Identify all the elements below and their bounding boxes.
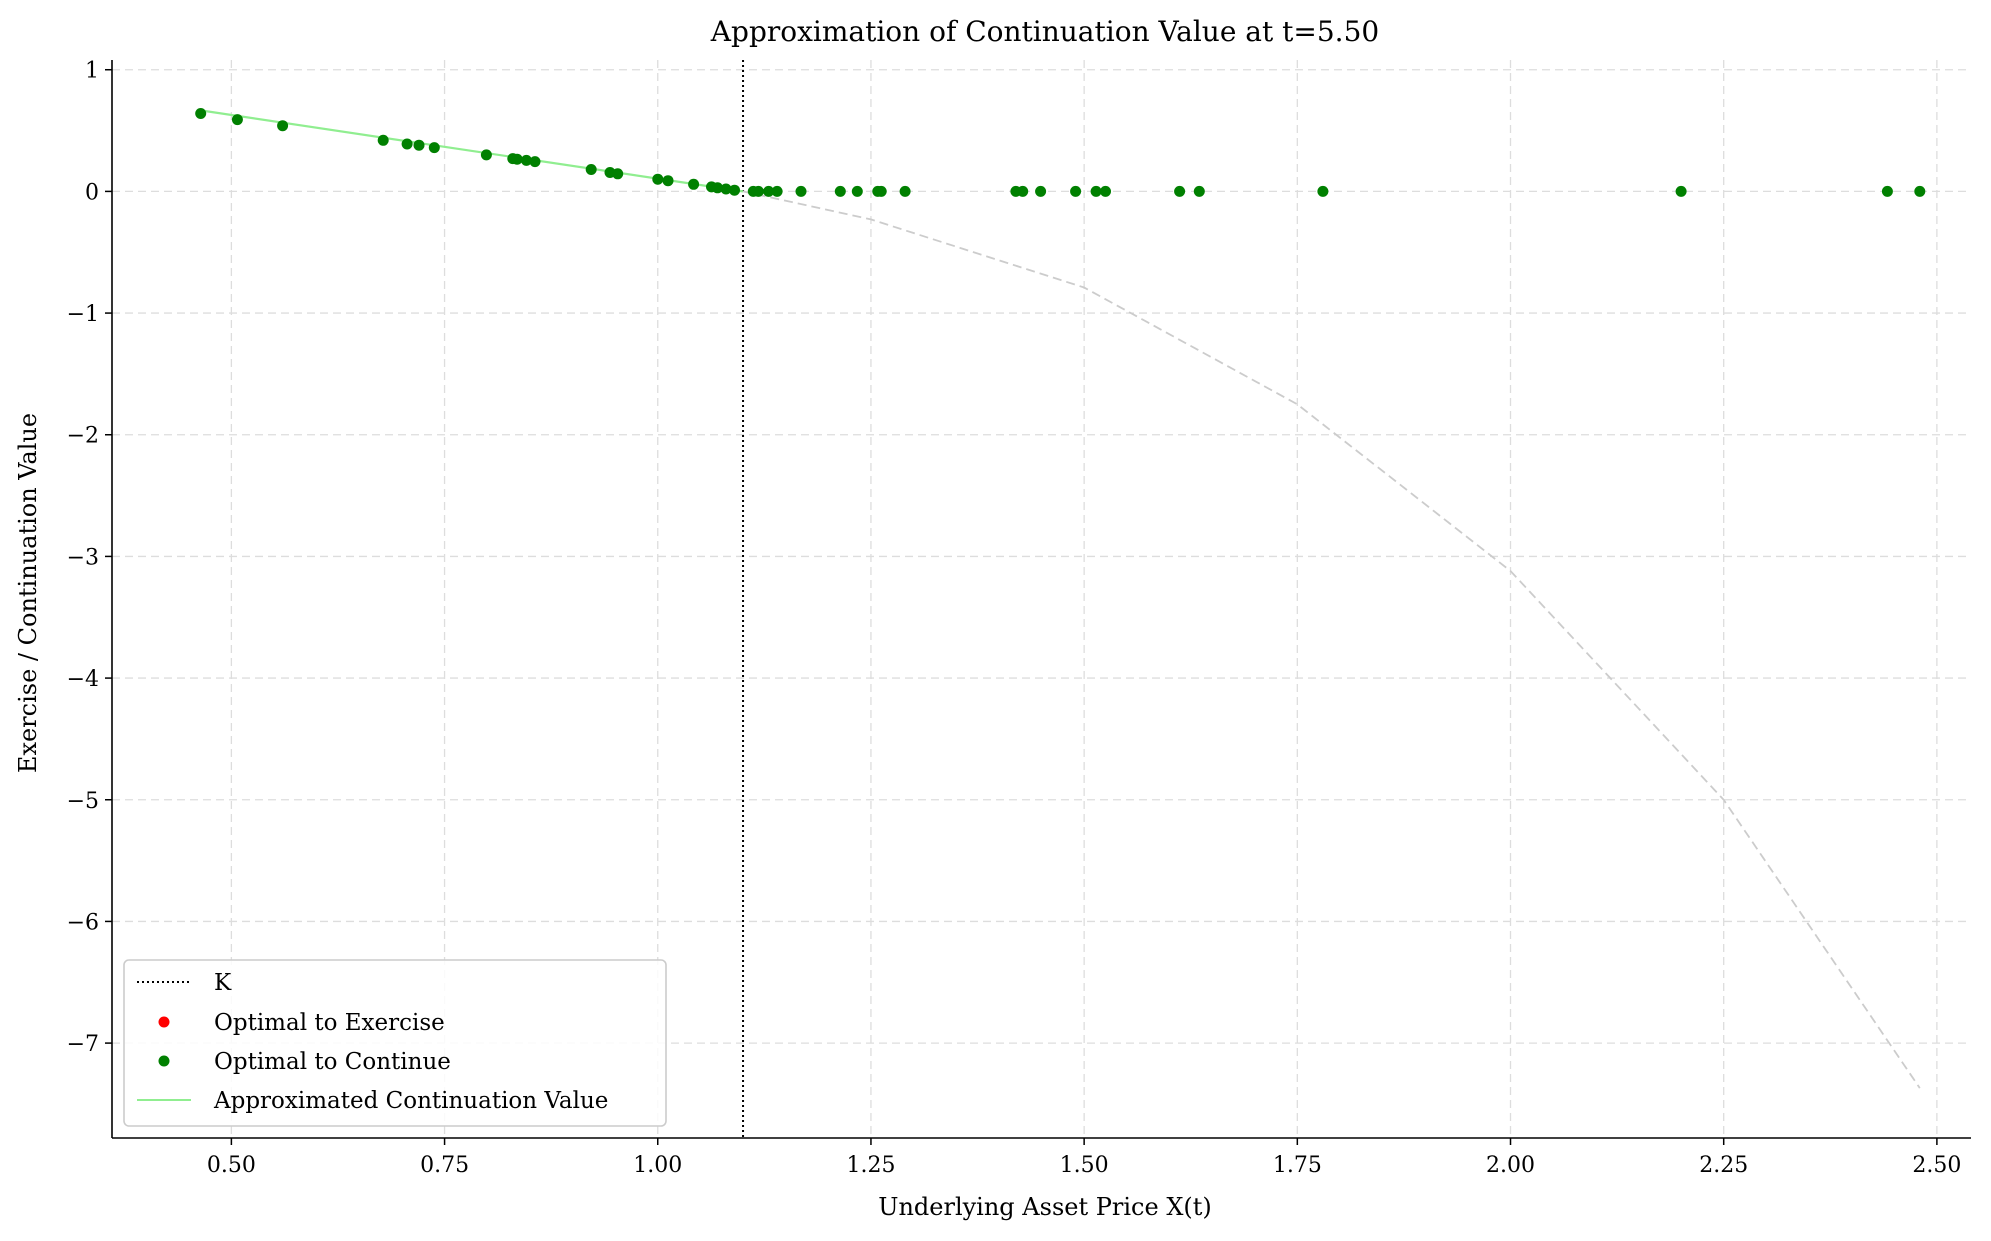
legend: K Optimal to Exercise Optimal to Continu… [123, 959, 667, 1127]
continuation-curve-extended [742, 190, 1921, 1089]
legend-approx-label: Approximated Continuation Value [213, 1088, 608, 1114]
continue-point [875, 185, 887, 197]
continue-point [1035, 185, 1047, 197]
y-tick-label: 0 [85, 180, 99, 205]
continue-point [1090, 185, 1102, 197]
continue-point [480, 149, 492, 161]
x-tick-label: 1.75 [1273, 1153, 1322, 1178]
x-tick-label: 0.50 [207, 1153, 256, 1178]
continue-point [401, 138, 413, 150]
continue-point [712, 182, 723, 194]
y-tick-label: −3 [67, 545, 99, 570]
legend-k-label: K [214, 970, 232, 996]
legend-frame [123, 959, 667, 1127]
continue-point [662, 175, 674, 187]
x-tick-label: 1.00 [633, 1153, 682, 1178]
continue-point [413, 139, 425, 151]
continue-point [720, 183, 732, 195]
y-tick-label: −4 [67, 667, 99, 692]
legend-continue-marker [158, 1055, 170, 1067]
legend-continue-label: Optimal to Continue [214, 1049, 451, 1075]
y-tick-label: −2 [67, 424, 99, 449]
continue-point [763, 185, 775, 197]
x-tick-label: 0.75 [420, 1153, 469, 1178]
continue-point [688, 178, 700, 190]
continue-point [520, 154, 532, 166]
continue-point [612, 168, 624, 180]
chart-title: Approximation of Continuation Value at t… [710, 15, 1379, 48]
continue-point [771, 185, 783, 197]
continue-point [511, 153, 523, 165]
y-tick-label: −1 [67, 302, 99, 327]
continue-point [529, 156, 541, 168]
continue-point [377, 134, 389, 146]
continue-point [428, 142, 440, 154]
legend-exercise-marker [158, 1016, 170, 1028]
continue-point [1317, 185, 1329, 197]
y-tick-label: −5 [67, 789, 99, 814]
continue-point [1070, 185, 1082, 197]
continue-point [1017, 185, 1029, 197]
x-tick-label: 1.50 [1060, 1153, 1109, 1178]
continue-point [231, 114, 243, 126]
ticks: 0.50 0.75 1.00 1.25 1.50 1.75 2.00 2.25 2.50 1 0 −1… [67, 59, 1962, 1178]
continue-point [752, 185, 764, 197]
continue-point [1100, 185, 1111, 197]
x-tick-label: 2.25 [1699, 1153, 1748, 1178]
continue-point [585, 164, 597, 175]
x-axis-label: Underlying Asset Price X(t) [878, 1193, 1212, 1221]
continue-point [1675, 185, 1687, 197]
continue-point [195, 108, 207, 119]
continue-point [652, 173, 664, 185]
continue-point [277, 120, 289, 132]
legend-exercise-label: Optimal to Exercise [214, 1010, 445, 1036]
continue-point [1174, 185, 1186, 197]
x-tick-label: 1.25 [846, 1153, 895, 1178]
continue-point [795, 185, 807, 197]
continue-point [729, 184, 740, 196]
continue-point [1881, 185, 1893, 197]
y-tick-label: −7 [67, 1032, 99, 1057]
continue-point [899, 185, 911, 197]
continue-point [1193, 185, 1205, 197]
y-axis-label: Exercise / Continuation Value [14, 413, 42, 773]
y-tick-label: 1 [85, 59, 99, 84]
continue-point [834, 185, 846, 197]
scatter-points [195, 108, 1926, 197]
x-tick-label: 2.00 [1486, 1153, 1535, 1178]
continue-point [1914, 185, 1926, 197]
axes [111, 60, 1971, 1139]
x-tick-label: 2.50 [1912, 1153, 1961, 1178]
y-tick-label: −6 [67, 910, 99, 935]
continue-point [851, 185, 863, 197]
grid [112, 60, 1971, 1138]
